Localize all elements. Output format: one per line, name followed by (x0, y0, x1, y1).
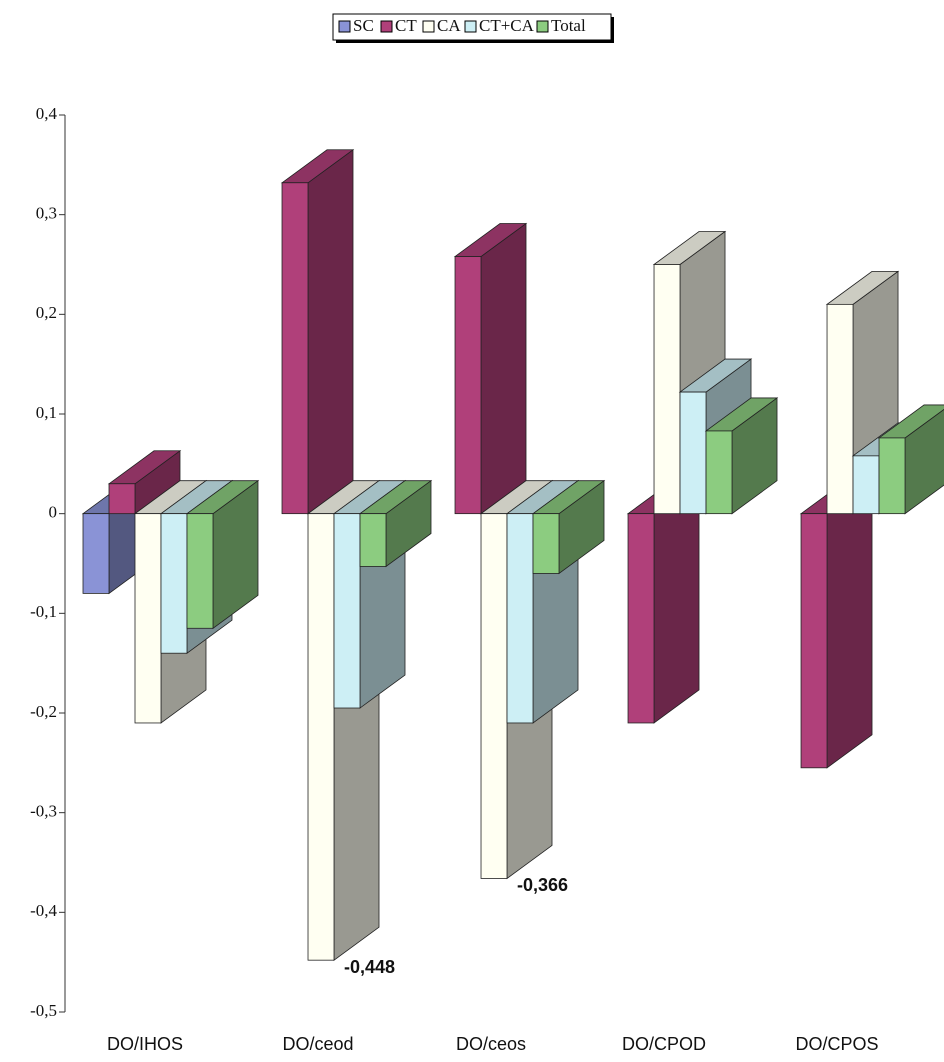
y-tick-label: -0,2 (30, 702, 57, 721)
x-tick-label: DO/CPOD (622, 1034, 706, 1054)
y-tick-label: -0,4 (30, 901, 57, 920)
bar (653, 264, 681, 515)
y-tick-label: 0,1 (36, 403, 57, 422)
bar (82, 513, 110, 594)
bar (108, 483, 136, 515)
bar (506, 513, 534, 724)
y-tick-label: -0,5 (30, 1001, 57, 1020)
bar-side (480, 222, 527, 515)
bar (160, 513, 188, 654)
legend-swatch (464, 20, 477, 33)
legend-label: CT (395, 16, 417, 35)
y-tick-label: 0,3 (36, 204, 57, 223)
value-label: -0,448 (344, 957, 395, 977)
bar (532, 513, 560, 574)
y-tick-label: -0,3 (30, 802, 57, 821)
legend-label: CT+CA (479, 16, 535, 35)
x-tick-label: DO/CPOS (796, 1034, 879, 1054)
bar (134, 513, 162, 724)
legend-swatch (338, 20, 351, 33)
y-tick-label: 0 (49, 503, 58, 522)
bar (359, 513, 387, 567)
bar (852, 455, 880, 515)
x-tick-label: DO/ceod (282, 1034, 353, 1054)
bar-side (307, 148, 354, 515)
legend: SC CT CA CT+CA Total (332, 13, 614, 43)
legend-swatch (422, 20, 435, 33)
legend-swatch (536, 20, 549, 33)
legend-label: SC (353, 16, 374, 35)
x-tick-label: DO/IHOS (107, 1034, 183, 1054)
bar (281, 182, 309, 515)
y-tick-label: -0,1 (30, 602, 57, 621)
bar (705, 430, 733, 515)
bar (679, 391, 707, 515)
bar (627, 513, 655, 724)
value-label: -0,366 (517, 875, 568, 895)
bar (186, 513, 214, 629)
legend-label: Total (551, 16, 586, 35)
bar (307, 513, 335, 961)
bar (826, 303, 854, 515)
bar-side (826, 479, 873, 769)
bar-side (653, 479, 700, 724)
bar (480, 513, 508, 879)
bar (333, 513, 361, 709)
y-tick-label: 0,4 (36, 104, 58, 123)
bar (800, 513, 828, 769)
bar (454, 256, 482, 515)
legend-swatch (380, 20, 393, 33)
x-tick-label: DO/ceos (456, 1034, 526, 1054)
legend-label: CA (437, 16, 461, 35)
bar (878, 437, 906, 515)
y-tick-label: 0,2 (36, 303, 57, 322)
